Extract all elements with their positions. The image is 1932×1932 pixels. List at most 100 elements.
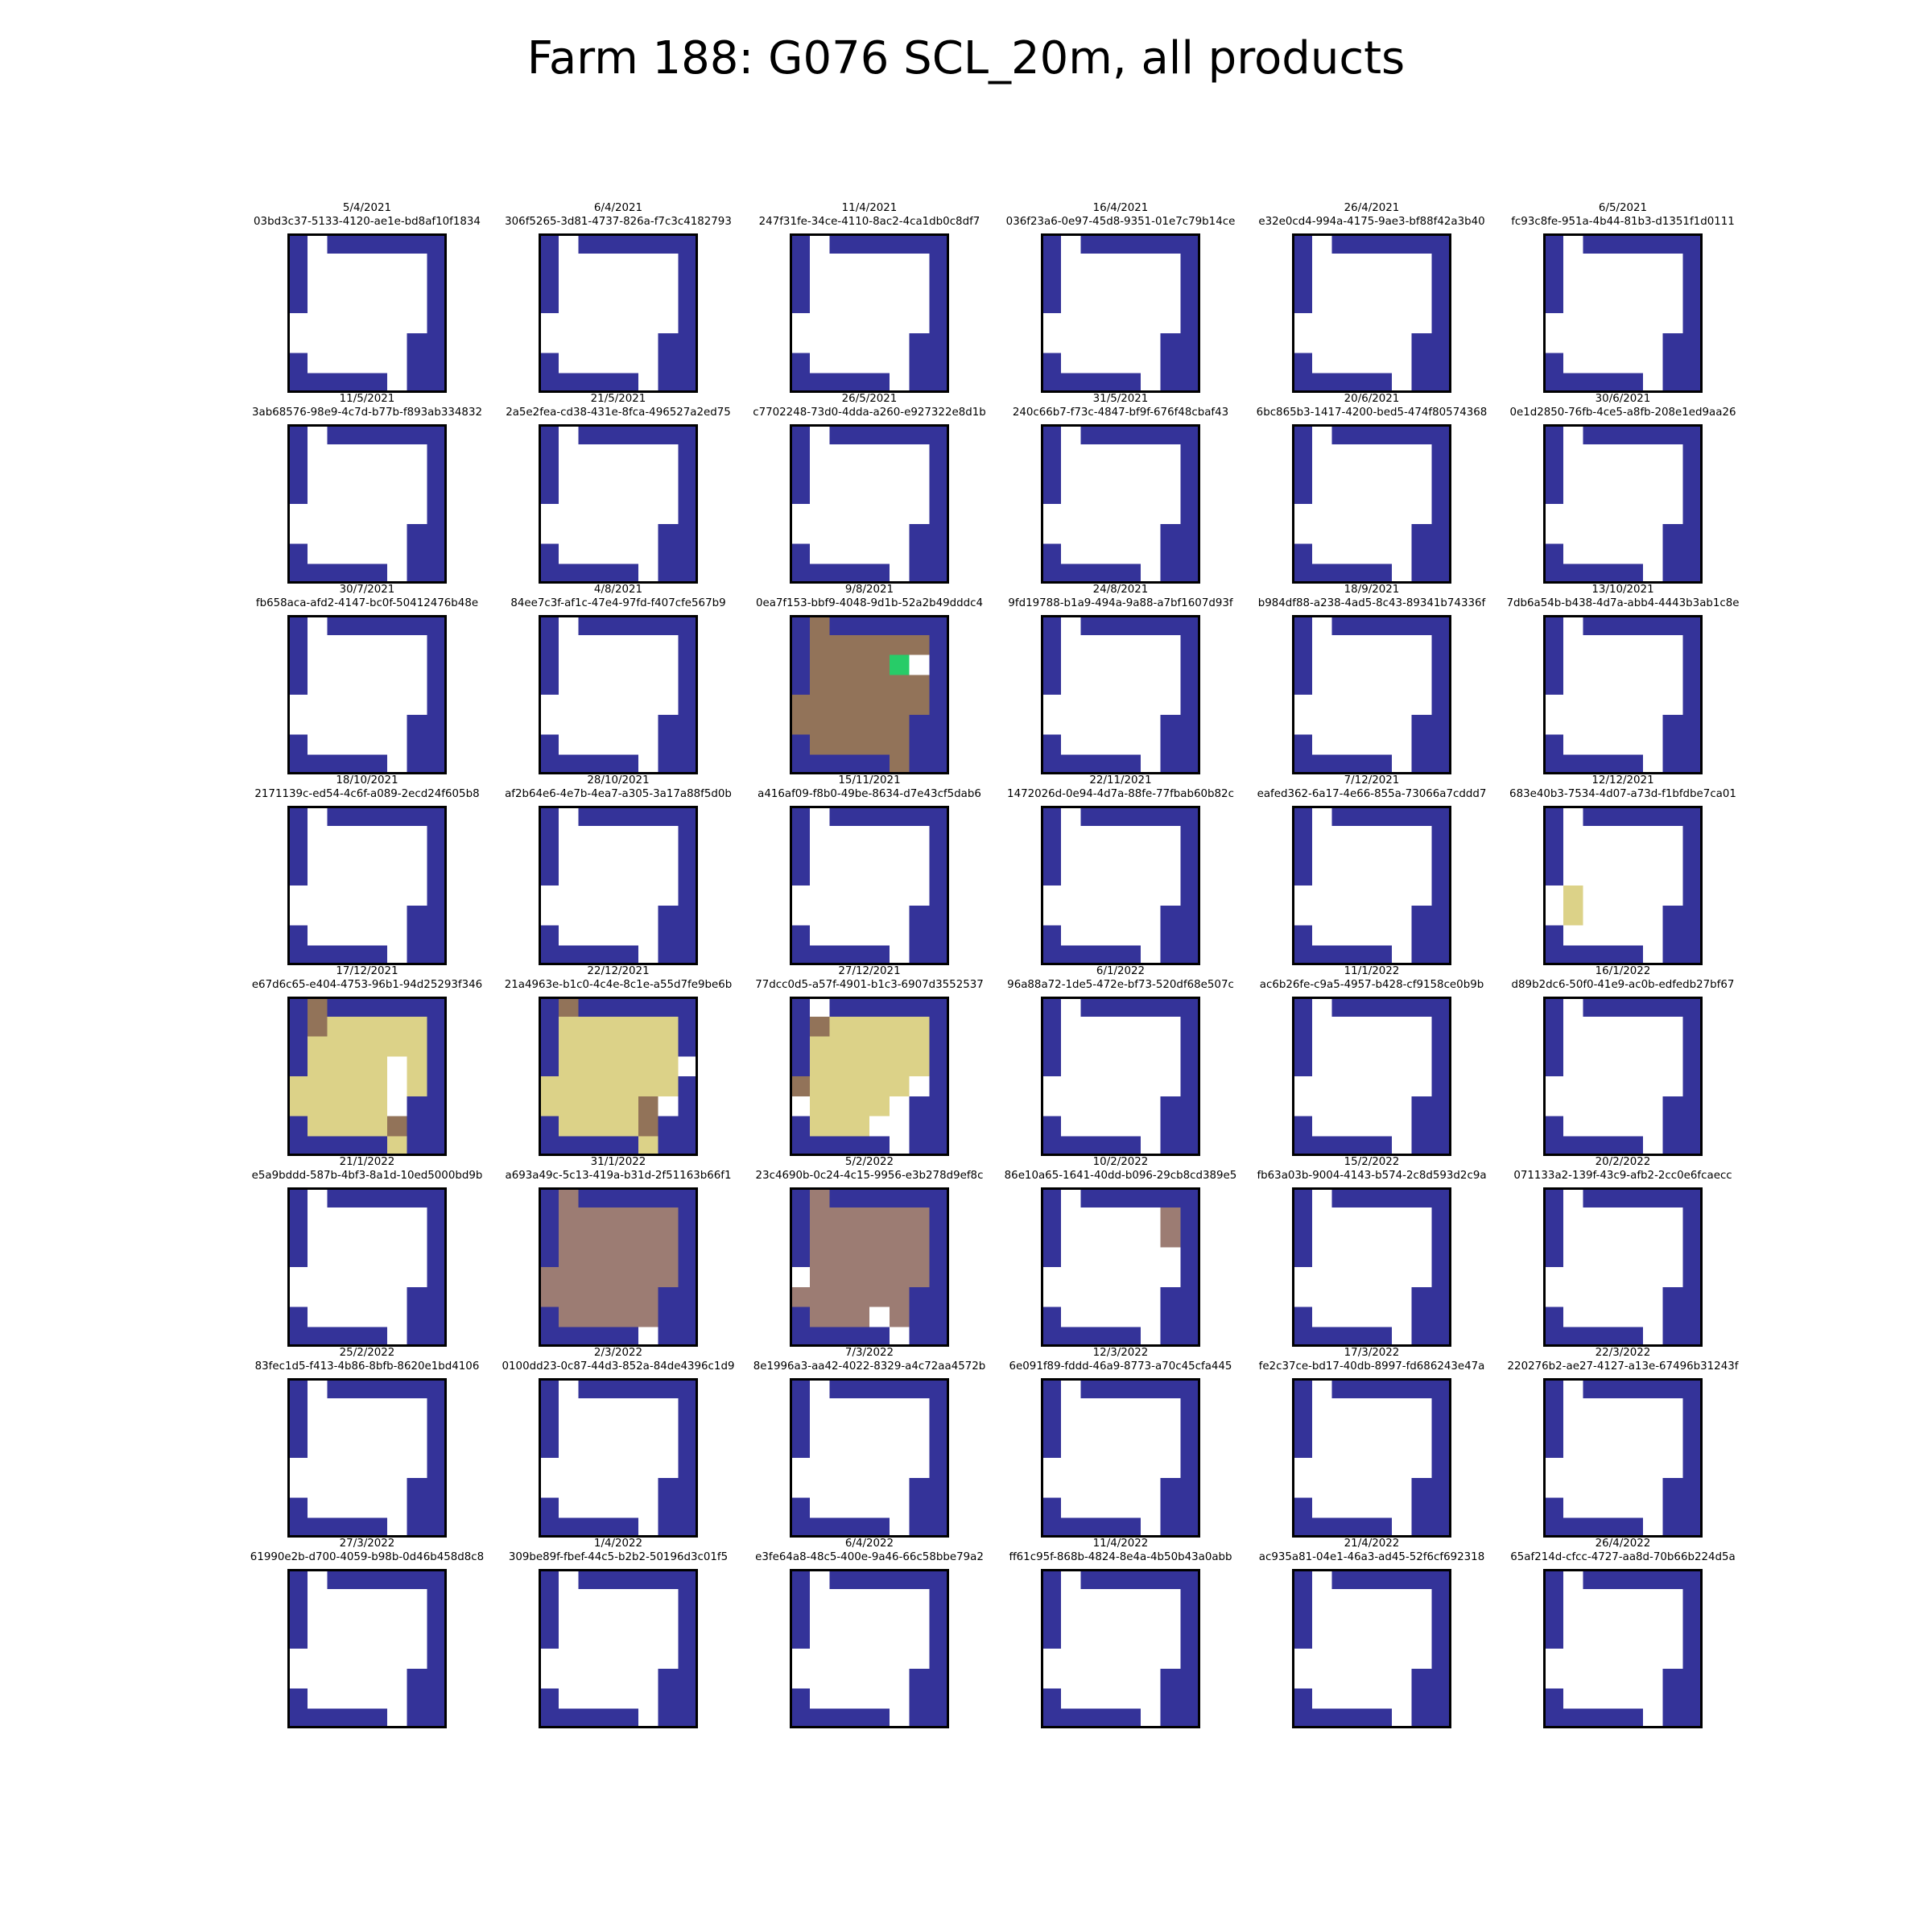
- tile-cell: [1312, 806, 1332, 826]
- tile-cell: [1663, 424, 1683, 444]
- tile-cell: [579, 254, 599, 274]
- tile-cell: [1121, 715, 1141, 735]
- tile-cell: [1663, 865, 1683, 886]
- scl-tile: [790, 1378, 949, 1538]
- tile-cell: [1100, 1208, 1121, 1228]
- tile-cell: [539, 715, 559, 735]
- tile-cell: [849, 1247, 869, 1267]
- tile-cell: [1663, 1569, 1683, 1589]
- panel-date: 22/3/2022: [1498, 1347, 1748, 1359]
- tile-cell: [830, 615, 850, 635]
- tile-cell: [1312, 1228, 1332, 1248]
- tile-cell: [1431, 1017, 1451, 1037]
- tile-cell: [1603, 826, 1623, 846]
- tile-cell: [910, 1378, 930, 1398]
- tile-cell: [387, 373, 407, 393]
- tile-cell: [1623, 464, 1643, 485]
- tile-cell: [638, 1589, 658, 1609]
- tile-cell: [890, 865, 910, 886]
- tile-cell: [328, 424, 348, 444]
- tile-cell: [1352, 233, 1372, 254]
- tile-cell: [1081, 1076, 1101, 1096]
- tile-cell: [1312, 1669, 1332, 1689]
- tile-cell: [1563, 1418, 1583, 1439]
- tile-cell: [559, 1247, 579, 1267]
- tile-cell: [1141, 1247, 1161, 1267]
- tile-cell: [1563, 635, 1583, 655]
- tile-cell: [790, 254, 810, 274]
- tile-cell: [407, 1247, 427, 1267]
- tile-cell: [1352, 353, 1372, 374]
- tile-cell: [890, 293, 910, 313]
- scl-tile: [539, 1378, 698, 1538]
- tile-cell: [810, 997, 830, 1017]
- tile-cell: [890, 1629, 910, 1649]
- tile-cell: [1100, 635, 1121, 655]
- tile-cell: [1061, 484, 1081, 504]
- tile-cell: [287, 655, 308, 675]
- tile-cell: [1643, 615, 1663, 635]
- tile-cell: [1352, 826, 1372, 846]
- tile-cell: [1041, 906, 1061, 926]
- tile-cell: [1100, 1096, 1121, 1117]
- tile-cell: [1100, 945, 1121, 965]
- tile-cell: [1543, 1498, 1563, 1518]
- tile-cell: [387, 1708, 407, 1728]
- tile-cell: [287, 1307, 308, 1327]
- tile-cell: [1372, 1517, 1392, 1538]
- tile-cell: [1412, 1056, 1432, 1076]
- tile-cell: [1431, 1708, 1451, 1728]
- tile-cell: [367, 1247, 387, 1267]
- tile-cell: [1141, 254, 1161, 274]
- tile-cell: [790, 1517, 810, 1538]
- tile-cell: [1061, 424, 1081, 444]
- tile-cell: [890, 945, 910, 965]
- tile-cell: [790, 424, 810, 444]
- tile-cell: [1563, 464, 1583, 485]
- tile-cell: [1583, 997, 1604, 1017]
- tile-cell: [1121, 484, 1141, 504]
- tile-cell: [1312, 1076, 1332, 1096]
- tile-cell: [658, 1187, 679, 1208]
- tile-cell: [1543, 715, 1563, 735]
- tile-cell: [1100, 424, 1121, 444]
- tile-cell: [287, 945, 308, 965]
- tile-cell: [328, 1076, 348, 1096]
- tile-cell: [559, 233, 579, 254]
- tile-cell: [1180, 1438, 1200, 1458]
- tile-cell: [1663, 1438, 1683, 1458]
- tile-cell: [1100, 1117, 1121, 1137]
- tile-cell: [347, 424, 367, 444]
- tile-cell: [387, 865, 407, 886]
- panel-date: 7/12/2021: [1247, 774, 1496, 786]
- tile-cell: [328, 1287, 348, 1307]
- tile-cell: [810, 564, 830, 584]
- tile-cell: [1332, 1037, 1352, 1057]
- tile-cell: [1682, 1689, 1703, 1709]
- tile-cell: [367, 1307, 387, 1327]
- tile-cell: [1061, 715, 1081, 735]
- tile-cell: [328, 1117, 348, 1137]
- tile-cell: [1682, 1208, 1703, 1228]
- tile-cell: [427, 1418, 447, 1439]
- tile-cell: [1352, 1669, 1372, 1689]
- tile-cell: [539, 754, 559, 774]
- tile-cell: [910, 675, 930, 695]
- tile-cell: [539, 544, 559, 564]
- tile-cell: [407, 1187, 427, 1208]
- tile-cell: [1332, 945, 1352, 965]
- tile-cell: [929, 1287, 949, 1307]
- tile-cell: [1312, 1267, 1332, 1287]
- tile-cell: [618, 615, 638, 635]
- tile-cell: [1292, 1307, 1312, 1327]
- tile-cell: [287, 1418, 308, 1439]
- panel-product-id: 2171139c-ed54-4c6f-a089-2ecd24f605b8: [242, 788, 492, 800]
- tile-cell: [579, 1478, 599, 1498]
- tile-cell: [387, 524, 407, 544]
- tile-cell: [598, 1076, 618, 1096]
- tile-cell: [1352, 615, 1372, 635]
- tile-cell: [539, 484, 559, 504]
- tile-cell: [1312, 1517, 1332, 1538]
- tile-cell: [1041, 1478, 1061, 1498]
- tile-cell: [910, 945, 930, 965]
